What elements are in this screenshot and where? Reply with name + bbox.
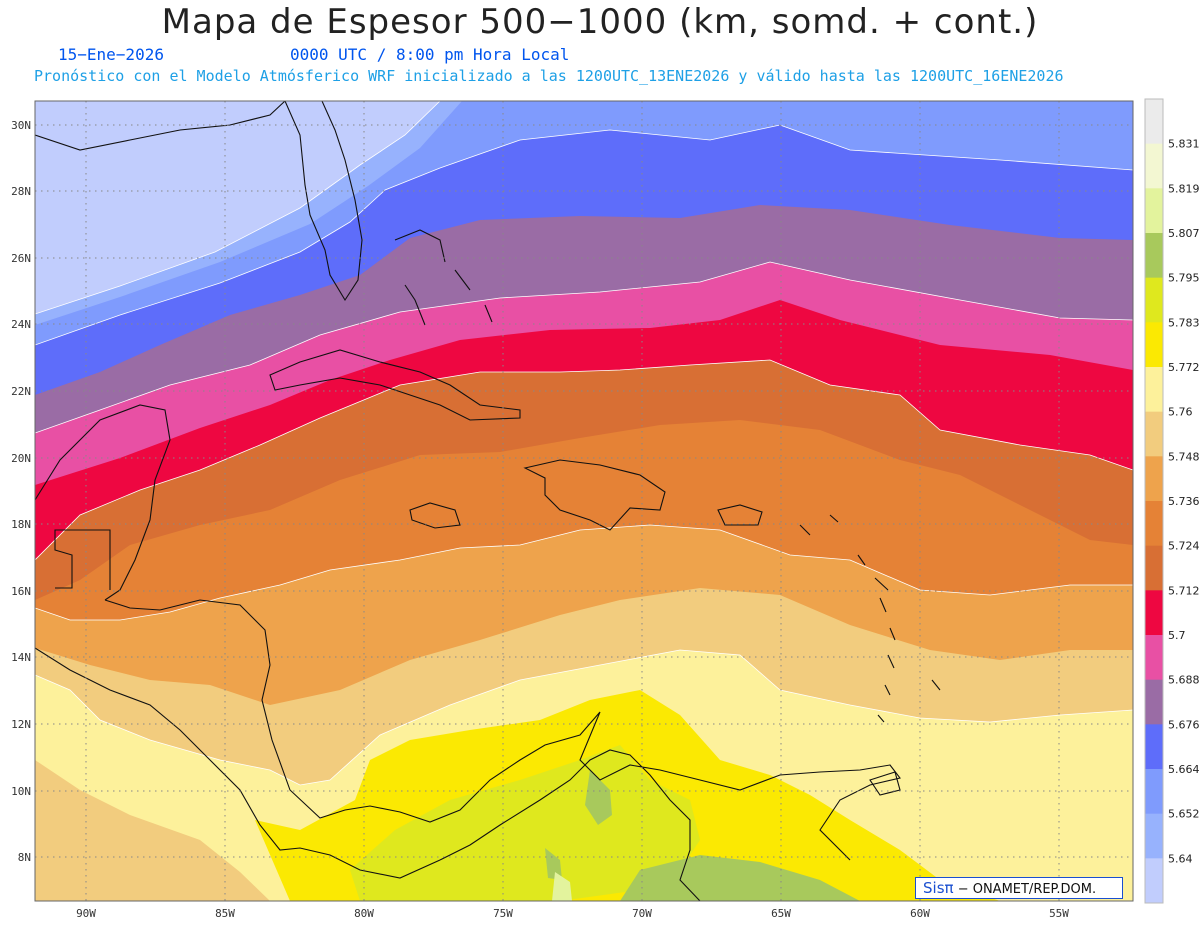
legend-label: 5.819 <box>1168 182 1200 195</box>
coast-trinidad <box>869 771 901 796</box>
band-5807 <box>552 872 572 901</box>
coast-cuba <box>269 349 521 421</box>
band-lt-5760-west <box>35 760 270 901</box>
legend-label: 5.712 <box>1168 584 1200 597</box>
legend-swatch <box>1145 858 1163 904</box>
legend-label: 5.676 <box>1168 718 1200 731</box>
legend-label: 5.783 <box>1168 316 1200 329</box>
contour-white <box>35 101 1133 786</box>
lat-label: 18N <box>11 518 31 531</box>
legend-swatch <box>1145 99 1163 145</box>
coast-yucatan <box>35 404 171 601</box>
lat-axis: 30N 28N 26N 24N 22N 20N 18N 16N 14N 12N … <box>11 119 31 864</box>
legend-label: 5.64 <box>1168 852 1193 865</box>
lon-label: 90W <box>76 907 96 920</box>
coast-florida-gulf <box>35 101 286 151</box>
grid-lines <box>35 101 1133 901</box>
coast-lesser-antilles <box>799 514 941 723</box>
coast-central-america-caribbean <box>104 599 901 861</box>
lat-label: 20N <box>11 452 31 465</box>
legend-swatch <box>1145 635 1163 681</box>
lon-label: 70W <box>632 907 652 920</box>
lat-label: 8N <box>18 851 31 864</box>
legend-swatch <box>1145 679 1163 725</box>
legend-label: 5.76 <box>1168 406 1193 419</box>
brand-logo: Sisπ <box>923 879 954 897</box>
lat-label: 30N <box>11 119 31 132</box>
legend-label: 5.652 <box>1168 808 1200 821</box>
band-5795 <box>545 770 860 901</box>
legend-label: 5.724 <box>1168 540 1200 553</box>
legend-swatch <box>1145 367 1163 413</box>
credit-badge: Sisπ − ONAMET/REP.DOM. <box>915 877 1123 899</box>
legend-label: 5.688 <box>1168 674 1200 687</box>
lat-label: 16N <box>11 585 31 598</box>
legend-swatch <box>1145 545 1163 591</box>
border-mexico-guatemala <box>54 529 111 590</box>
coast-south-america-north <box>439 749 701 901</box>
lat-label: 24N <box>11 318 31 331</box>
lat-label: 22N <box>11 385 31 398</box>
legend-swatch <box>1145 322 1163 368</box>
legend-swatch <box>1145 813 1163 859</box>
legend-swatch <box>1145 501 1163 547</box>
legend-label: 5.736 <box>1168 495 1200 508</box>
lon-label: 65W <box>771 907 791 920</box>
coast-bahamas <box>394 229 493 326</box>
forecast-info: Pronóstico con el Modelo Atmósferico WRF… <box>34 67 1064 85</box>
legend-label: 5.795 <box>1168 272 1200 285</box>
lon-label: 80W <box>354 907 374 920</box>
lon-axis: 90W 85W 80W 75W 70W 65W 60W 55W <box>76 907 1069 920</box>
legend-label: 5.772 <box>1168 361 1200 374</box>
legend-label: 5.664 <box>1168 763 1200 776</box>
legend-swatch <box>1145 769 1163 815</box>
lat-label: 10N <box>11 785 31 798</box>
legend-label: 5.7 <box>1168 629 1186 642</box>
legend-label: 5.831 <box>1168 138 1200 151</box>
legend-swatch <box>1145 724 1163 770</box>
legend-swatch <box>1145 188 1163 234</box>
lon-label: 60W <box>910 907 930 920</box>
legend-label: 5.748 <box>1168 450 1200 463</box>
coast-central-america-pacific <box>35 647 441 879</box>
thickness-bands <box>35 101 1133 901</box>
coast-florida-peninsula <box>284 101 363 302</box>
lon-label: 85W <box>215 907 235 920</box>
lat-label: 28N <box>11 185 31 198</box>
color-legend: 5.831 5.819 5.807 5.795 5.783 5.772 5.76 5.748 5… <box>1144 98 1200 904</box>
map-frame <box>34 100 1134 902</box>
credit-org: − ONAMET/REP.DOM. <box>957 882 1097 897</box>
legend-swatch <box>1145 590 1163 636</box>
lat-label: 12N <box>11 718 31 731</box>
coast-puerto-rico <box>717 504 763 526</box>
forecast-date: 15−Ene−2026 <box>58 45 164 64</box>
legend-frame <box>1144 98 1164 904</box>
legend-swatch <box>1145 233 1163 279</box>
legend-swatch <box>1145 277 1163 323</box>
legend-swatch <box>1145 411 1163 457</box>
coast-hispaniola <box>523 459 666 531</box>
lon-label: 55W <box>1049 907 1069 920</box>
lon-label: 75W <box>493 907 513 920</box>
lat-label: 26N <box>11 252 31 265</box>
legend-swatch <box>1145 456 1163 502</box>
band-5783 <box>350 745 700 901</box>
legend-swatch <box>1145 143 1163 189</box>
legend-label: 5.807 <box>1168 227 1200 240</box>
forecast-time: 0000 UTC / 8:00 pm Hora Local <box>290 45 570 64</box>
page-title: Mapa de Espesor 500−1000 (km, somd. + co… <box>161 2 1039 42</box>
coast-jamaica <box>409 502 461 529</box>
lat-label: 14N <box>11 651 31 664</box>
coastlines <box>35 101 941 901</box>
